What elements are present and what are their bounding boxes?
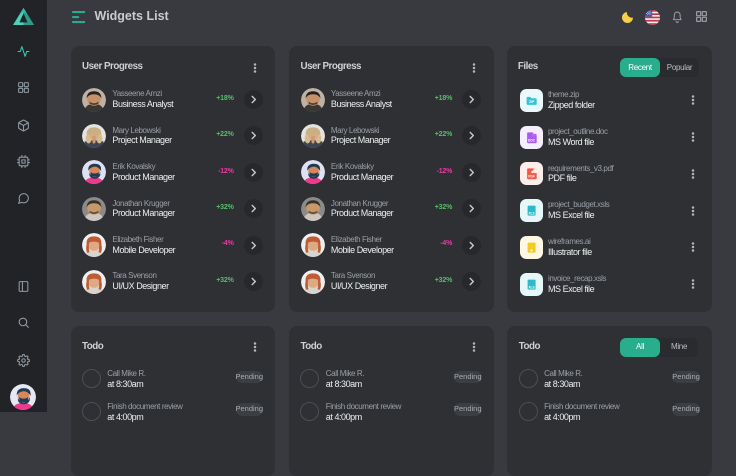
svg-text:ZIP: ZIP — [529, 100, 535, 104]
svg-text:DOC: DOC — [528, 138, 536, 142]
svg-text:PDF: PDF — [528, 175, 534, 179]
svg-text:XLS: XLS — [528, 211, 534, 215]
svg-text:XLS: XLS — [528, 285, 534, 289]
svg-text:AI: AI — [530, 248, 533, 252]
